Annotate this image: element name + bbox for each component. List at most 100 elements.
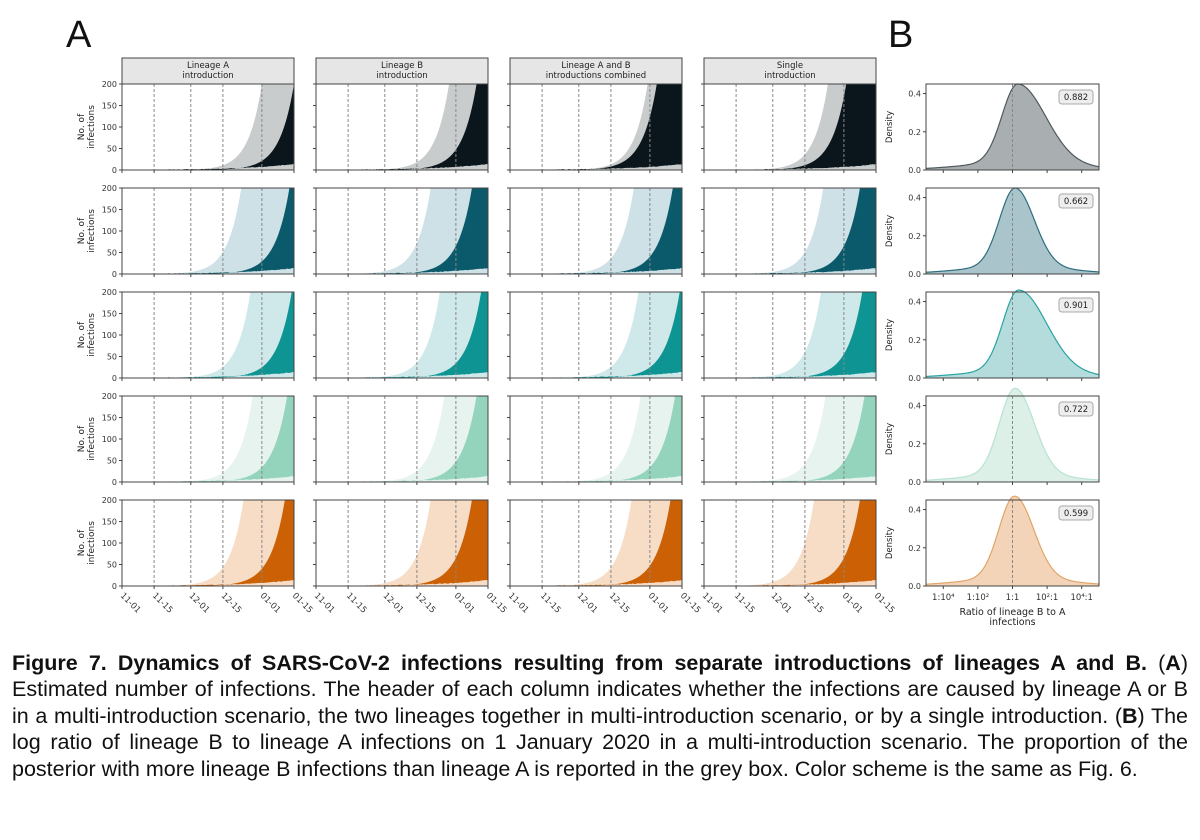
infections-panel: 11-01 11-15 12-01 12-15 01-01 01-15 [506,499,703,616]
y-tick-label: 100 [102,227,117,236]
y-axis-label: No. of [77,217,87,244]
y-tick-label: 200 [102,288,117,297]
x-tick-label: 1:10⁴ [932,593,955,603]
infections-panel: 11-01 11-15 12-01 12-15 01-01 01-15 [312,499,509,616]
density-panel: 0.0 0.2 0.4 0.662 Density [885,187,1100,279]
x-tick-label: 11-15 [344,591,369,616]
y-tick-label: 200 [102,496,117,505]
inner-credible-band [167,188,294,274]
x-tick-label: 11-01 [506,591,531,616]
y-tick-label: 200 [102,184,117,193]
infections-panel [701,187,877,277]
inner-credible-band [749,500,876,586]
upper-credible-band [122,188,294,274]
x-tick-label: 01-15 [484,591,509,616]
y-tick-label: 0.4 [908,402,921,411]
density-panel: 0.0 0.2 0.4 0.722 Density [885,387,1100,487]
column-header-label: introduction [182,71,233,81]
infections-panel: 0 50 100 150 200 11-01 11-15 12-01 12-15 01-01 01-… [102,496,315,616]
x-tick-label: 11-15 [732,591,757,616]
y-tick-label: 0.0 [908,374,921,383]
x-axis-label: Ratio of lineage B to A [959,607,1066,618]
x-tick-label: 12-01 [575,591,600,616]
x-tick-label: 01-15 [872,591,897,616]
x-axis-label: infections [989,617,1035,628]
density-panel: 0.0 0.2 0.4 0.882 Density [885,83,1100,175]
x-tick-label: 11-01 [118,591,143,616]
probability-value: 0.882 [1064,93,1088,103]
caption-title: Figure 7. Dynamics of SARS-CoV-2 infecti… [12,651,1147,675]
inner-credible-band [555,84,682,170]
probability-box [1058,401,1094,417]
upper-credible-band [316,396,488,482]
x-tick-label: 01-15 [678,591,703,616]
y-axis-label: No. of [77,321,87,348]
x-tick-label: 11-15 [538,591,563,616]
probability-value: 0.599 [1064,509,1088,519]
upper-credible-band [510,188,682,274]
y-tick-label: 0 [112,166,117,175]
infections-panel [313,395,489,485]
y-tick-label: 0.0 [908,582,921,591]
infections-panel: 0 50 100 150 200 [102,392,295,487]
infections-panel [313,291,489,381]
caption-part-a-text: Estimated number of infections. The head… [12,677,1188,728]
upper-credible-band [704,500,876,586]
x-tick-label: 1:10² [967,593,990,603]
upper-credible-band [316,292,488,378]
inner-credible-band [555,292,682,378]
y-tick-label: 150 [102,102,117,111]
infections-panel [507,291,683,381]
density-panel: 0.0 0.2 0.4 1:10⁴ 1:10² 1:1 10²:1 10⁴:1 0.599 Den… [885,495,1100,603]
inner-credible-band [749,84,876,170]
x-tick-label: 11-01 [312,591,337,616]
upper-credible-band [122,84,294,170]
infections-panel [701,395,877,485]
inner-credible-band [167,84,294,170]
panel-b-label: B [888,14,914,56]
inner-credible-band [361,292,488,378]
y-tick-label: 50 [107,561,117,570]
infections-panel [507,187,683,277]
y-tick-label: 150 [102,414,117,423]
infections-panel [701,291,877,381]
y-tick-label: 200 [102,80,117,89]
y-axis-label: infections [87,209,97,253]
column-header-label: Lineage A and B [561,61,630,71]
y-tick-label: 150 [102,310,117,319]
column-header-label: Lineage B [381,61,423,71]
y-tick-label: 50 [107,145,117,154]
y-axis-label: Density [885,111,895,143]
inner-credible-band [555,500,682,586]
x-tick-label: 12-01 [381,591,406,616]
probability-box [1058,193,1094,209]
inner-credible-band [749,396,876,482]
y-axis-label: infections [87,313,97,357]
density-curve [925,289,1100,378]
probability-value: 0.662 [1064,197,1088,207]
inner-credible-band [167,500,294,586]
y-axis-label: No. of [77,529,87,556]
y-tick-label: 200 [102,392,117,401]
infections-panel [313,187,489,277]
y-axis-label: infections [87,521,97,565]
y-tick-label: 100 [102,331,117,340]
column-header-label: Lineage A [187,61,229,71]
y-tick-label: 100 [102,123,117,132]
probability-box [1058,505,1094,521]
y-axis-label: infections [87,105,97,149]
column-header-label: Single [777,61,803,71]
inner-credible-band [555,188,682,274]
y-tick-label: 0.4 [908,298,921,307]
x-tick-label: 12-01 [769,591,794,616]
upper-credible-band [510,396,682,482]
column-header-box [509,57,683,85]
panel-a-label: A [66,14,92,56]
x-tick-label: 12-15 [801,591,826,616]
y-axis-label: No. of [77,113,87,140]
caption-part-b-label: B [1122,703,1138,728]
y-tick-label: 50 [107,457,117,466]
